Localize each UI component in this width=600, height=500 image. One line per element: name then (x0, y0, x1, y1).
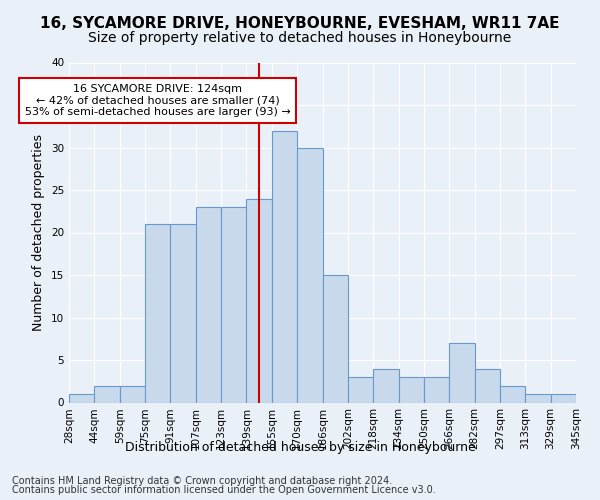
Bar (500, 386, 526, 402)
Bar (297, 148, 323, 402)
Bar (449, 343, 475, 402)
Bar (247, 198, 272, 402)
Text: Contains public sector information licensed under the Open Government Licence v3: Contains public sector information licen… (12, 485, 436, 495)
Bar (475, 368, 500, 402)
Bar (94, 386, 119, 402)
Bar (323, 275, 348, 402)
Text: 16, SYCAMORE DRIVE, HONEYBOURNE, EVESHAM, WR11 7AE: 16, SYCAMORE DRIVE, HONEYBOURNE, EVESHAM… (40, 16, 560, 31)
Bar (526, 394, 551, 402)
Bar (272, 130, 297, 402)
Bar (373, 368, 398, 402)
Text: Contains HM Land Registry data © Crown copyright and database right 2024.: Contains HM Land Registry data © Crown c… (12, 476, 392, 486)
Bar (196, 207, 221, 402)
Bar (551, 394, 576, 402)
Text: 16 SYCAMORE DRIVE: 124sqm
← 42% of detached houses are smaller (74)
53% of semi-: 16 SYCAMORE DRIVE: 124sqm ← 42% of detac… (25, 84, 290, 117)
Bar (348, 377, 373, 402)
Bar (221, 207, 247, 402)
Bar (145, 224, 170, 402)
Bar (398, 377, 424, 402)
Bar (424, 377, 449, 402)
Text: Distribution of detached houses by size in Honeybourne: Distribution of detached houses by size … (125, 441, 475, 454)
Y-axis label: Number of detached properties: Number of detached properties (32, 134, 46, 331)
Bar (120, 386, 145, 402)
Bar (170, 224, 196, 402)
Bar (69, 394, 94, 402)
Text: Size of property relative to detached houses in Honeybourne: Size of property relative to detached ho… (88, 31, 512, 45)
